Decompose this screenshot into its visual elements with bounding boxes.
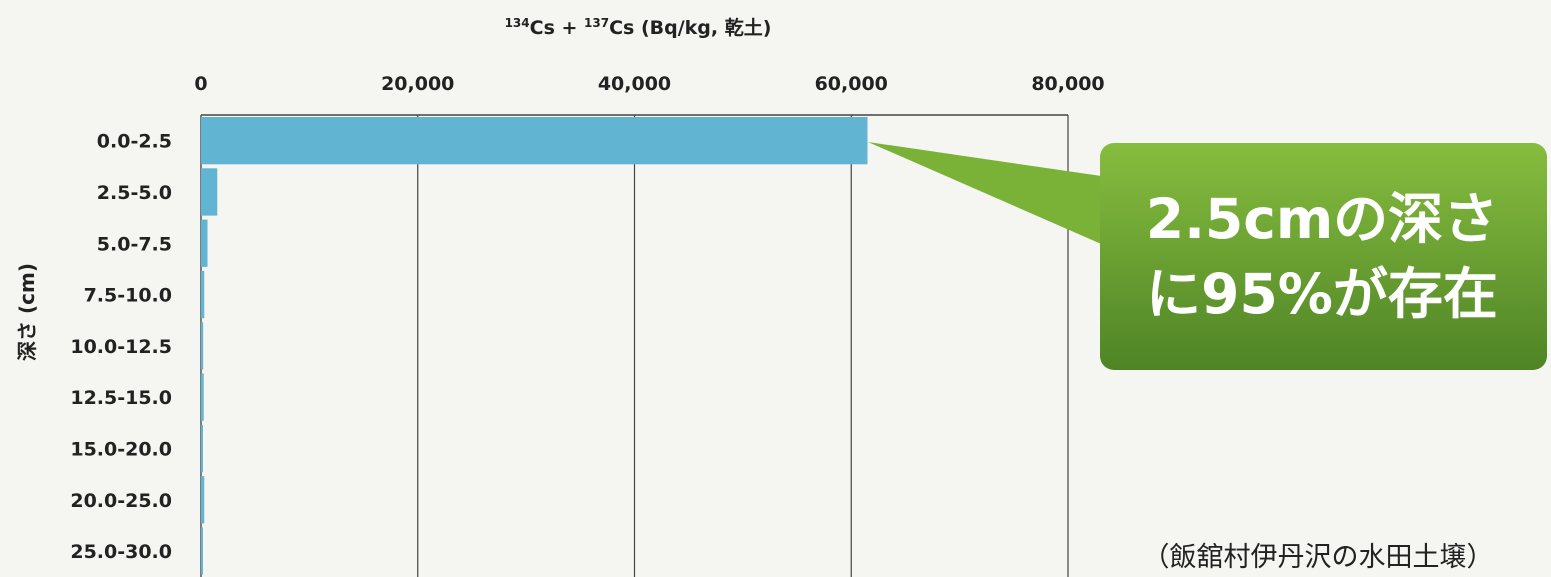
category-label: 15.0-20.0 bbox=[70, 438, 172, 460]
category-label: 10.0-12.5 bbox=[70, 336, 172, 358]
category-label: 25.0-30.0 bbox=[70, 541, 172, 563]
category-label: 0.0-2.5 bbox=[97, 131, 172, 153]
x-axis-label: 134Cs + 137Cs (Bq/kg, 乾土) bbox=[505, 16, 772, 39]
x-tick-label: 80,000 bbox=[1031, 73, 1104, 95]
bar bbox=[201, 373, 204, 421]
category-label: 12.5-15.0 bbox=[70, 387, 172, 409]
bar bbox=[201, 527, 203, 575]
x-tick-label: 40,000 bbox=[598, 73, 671, 95]
bar bbox=[201, 476, 205, 524]
callout-line2: に95%が存在 bbox=[1146, 262, 1498, 326]
category-labels: 0.0-2.5 2.5-5.0 5.0-7.5 7.5-10.0 10.0-12.5 12… bbox=[70, 131, 172, 563]
bars bbox=[201, 117, 868, 575]
category-label: 7.5-10.0 bbox=[84, 285, 172, 307]
bar bbox=[201, 168, 218, 216]
x-tick-label: 20,000 bbox=[381, 73, 454, 95]
category-label: 2.5-5.0 bbox=[97, 182, 172, 204]
callout-pointer bbox=[868, 142, 1115, 250]
x-tick-label: 60,000 bbox=[815, 73, 888, 95]
bar bbox=[201, 219, 208, 267]
bar bbox=[201, 424, 203, 473]
bar bbox=[201, 270, 205, 319]
category-label: 5.0-7.5 bbox=[97, 233, 172, 255]
callout-box bbox=[1100, 143, 1547, 370]
x-tick-label: 0 bbox=[194, 73, 207, 95]
x-tick-labels: 0 20,000 40,000 60,000 80,000 bbox=[194, 73, 1104, 95]
category-label: 20.0-25.0 bbox=[70, 490, 172, 512]
callout-line1: 2.5cmの深さ bbox=[1146, 187, 1498, 251]
source-note: （飯舘村伊丹沢の水田土壌） bbox=[1143, 542, 1494, 573]
y-axis-label: 深さ (cm) bbox=[15, 263, 39, 361]
bar bbox=[201, 322, 204, 370]
grid bbox=[200, 114, 1069, 577]
bar bbox=[201, 117, 868, 165]
